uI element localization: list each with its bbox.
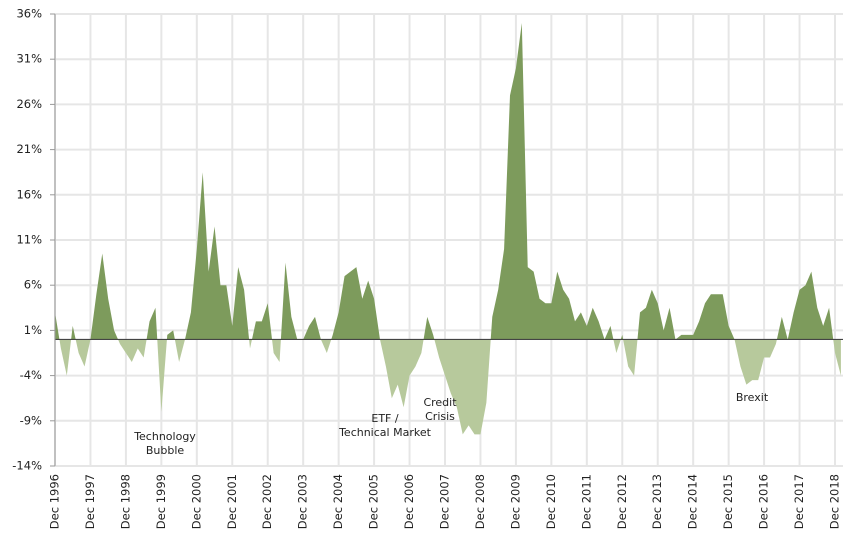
x-tick-label: Dec 2009 [508,474,522,529]
x-tick-label: Dec 2013 [650,474,664,529]
annotation: Bubble [146,444,185,457]
y-tick-label: 11% [16,233,42,247]
x-tick-label: Dec 2002 [260,474,274,529]
x-tick-label: Dec 2004 [331,474,345,529]
areas [55,23,843,435]
x-tick-label: Dec 2018 [828,474,842,529]
area-negative [59,339,841,435]
annotation: Crisis [425,410,455,423]
x-tick-label: Dec 2014 [686,474,700,529]
annotation: Brexit [736,391,769,404]
x-tick-label: Dec 1998 [118,474,132,529]
x-tick-label: Dec 2015 [721,474,735,529]
x-tick-label: Dec 2016 [757,474,771,529]
annotation: Technical Market [338,426,432,439]
x-tick-label: Dec 2003 [296,474,310,529]
x-tick-label: Dec 2008 [473,474,487,529]
x-tick-label: Dec 2011 [579,474,593,529]
x-tick-label: Dec 2007 [438,474,452,529]
y-tick-label: -14% [12,459,42,473]
x-tick-label: Dec 2005 [367,474,381,529]
x-tick-label: Dec 2001 [225,474,239,529]
y-tick-label: -4% [20,368,42,382]
x-tick-label: Dec 1996 [48,474,62,529]
y-tick-label: 1% [24,323,42,337]
x-tick-label: Dec 2010 [544,474,558,529]
x-tick-label: Dec 2017 [792,474,806,529]
x-tick-label: Dec 1997 [83,474,97,529]
x-tick-label: Dec 2012 [615,474,629,529]
y-tick-label: 31% [16,52,42,66]
annotation: Credit [423,396,457,409]
y-tick-label: 16% [16,187,42,201]
annotation: ETF / [371,412,398,425]
x-tick-label: Dec 2006 [402,474,416,529]
x-tick-label: Dec 1999 [154,474,168,529]
y-tick-label: 36% [16,7,42,21]
y-tick-label: -9% [20,413,42,427]
y-tick-label: 6% [24,278,42,292]
y-tick-label: 21% [16,142,42,156]
x-tick-label: Dec 2000 [189,474,203,529]
y-tick-label: 26% [16,97,42,111]
annotation: Technology [133,430,196,443]
